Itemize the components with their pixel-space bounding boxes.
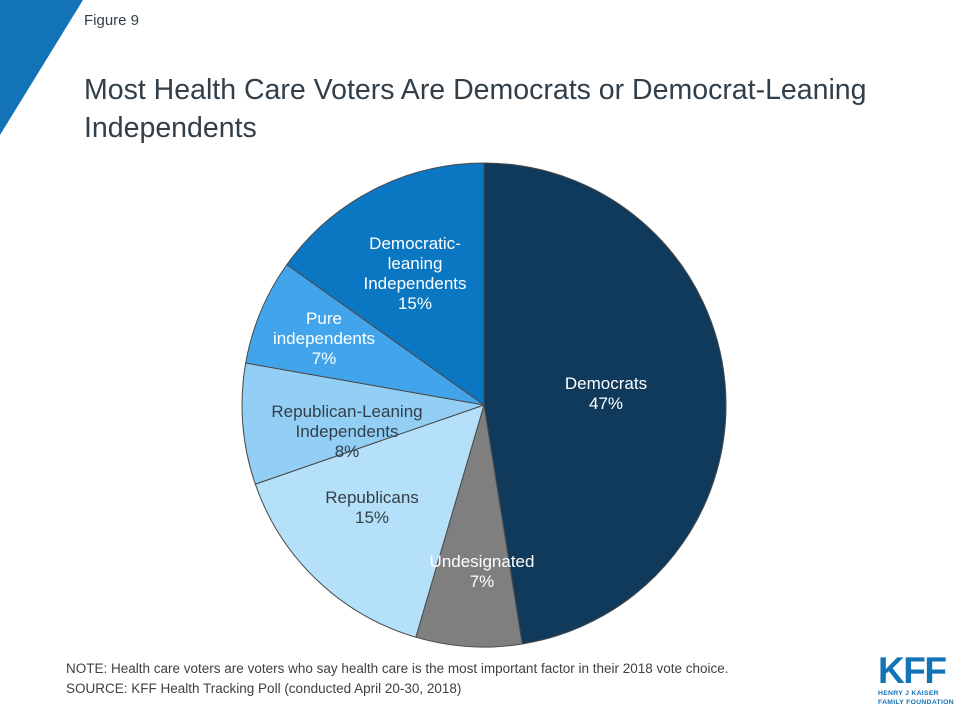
pie-chart-svg bbox=[241, 162, 727, 648]
pie-slice-undesignated bbox=[415, 404, 523, 648]
pie-slice-democratic-leaning-independents bbox=[286, 162, 485, 406]
figure-label: Figure 9 bbox=[84, 12, 140, 29]
page-title: Most Health Care Voters Are Democrats or… bbox=[84, 74, 867, 145]
source-text: SOURCE: KFF Health Tracking Poll (conduc… bbox=[66, 681, 462, 696]
kff-logo-subtext-line2: FAMILY FOUNDATION bbox=[878, 699, 954, 706]
kff-logo-text: KFF bbox=[878, 650, 947, 691]
pie-slice-democrats bbox=[483, 162, 727, 645]
pie-chart bbox=[234, 155, 734, 655]
corner-accent-triangle-icon bbox=[0, 0, 83, 135]
pie-slice-republicans bbox=[254, 404, 485, 638]
triangle-shape bbox=[0, 0, 83, 135]
kff-logo-subtext-line1: HENRY J KAISER bbox=[878, 690, 939, 697]
pie-slice-pure-independents bbox=[245, 264, 485, 406]
note-text: NOTE: Health care voters are voters who … bbox=[66, 661, 729, 676]
pie-slice-republican-leaning-independents bbox=[241, 362, 485, 485]
kff-logo: KFF HENRY J KAISER FAMILY FOUNDATION bbox=[878, 652, 954, 707]
footer-notes: NOTE: Health care voters are voters who … bbox=[66, 659, 729, 699]
